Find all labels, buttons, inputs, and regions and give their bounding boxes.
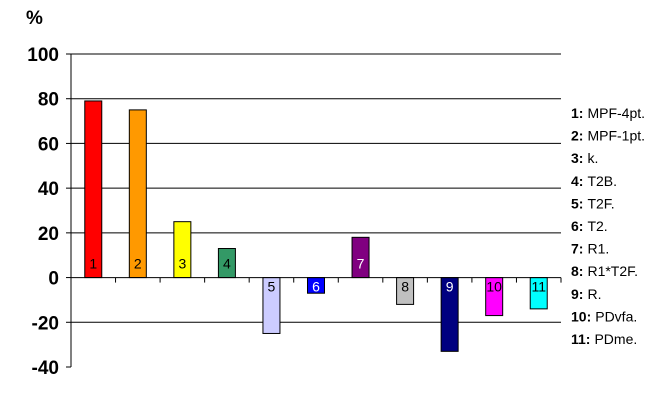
legend-number: 7: [571,241,583,257]
legend-text: R. [587,286,601,302]
bar-2 [128,109,147,279]
y-tick-label: 20 [38,224,59,245]
bar-1 [84,100,103,279]
legend-entry: 2: MPF-1pt. [571,128,645,144]
legend-entry: 9: R. [571,286,601,302]
legend-number: 5: [571,195,583,211]
legend-text: T2B. [587,173,617,189]
legend-entry: 11: PDme. [571,331,637,347]
bar-label-5: 5 [268,279,276,295]
y-tick-label: 100 [27,45,59,66]
legend-entry: 8: R1*T2F. [571,263,638,279]
legend-number: 4: [571,173,583,189]
legend-entry: 10: PDvfa. [571,308,637,324]
y-tick-label: 0 [48,269,59,290]
bar-label-2: 2 [134,256,142,272]
y-tick-label: 80 [38,90,59,111]
bar-label-3: 3 [178,256,186,272]
y-unit-label: % [26,8,43,29]
bar-label-4: 4 [223,256,231,272]
bars [84,100,548,352]
bar-label-6: 6 [312,279,320,295]
legend-text: R1*T2F. [587,263,638,279]
axes [66,53,562,368]
y-tick-labels: -40 -20 0 20 40 60 80 100 [27,45,59,379]
gridlines [71,53,561,323]
bar-label-7: 7 [357,256,365,272]
legend-text: T2F. [587,195,614,211]
legend-number: 3: [571,150,583,166]
bar-label-1: 1 [89,256,97,272]
bar-label-10: 10 [486,279,502,295]
legend-number: 11: [571,331,590,347]
legend-entry: 6: T2. [571,218,608,234]
legend-number: 9: [571,286,583,302]
legend-entry: 5: T2F. [571,195,615,211]
legend-number: 8: [571,263,583,279]
y-tick-label: -40 [32,358,59,379]
legend-text: R1. [587,241,609,257]
legend-text: PDme. [594,331,637,347]
legend: 1: MPF-4pt.2: MPF-1pt.3: k.4: T2B.5: T2F.6: T2… [571,105,645,347]
legend-number: 1: [571,105,583,121]
legend-entry: 4: T2B. [571,173,617,189]
legend-number: 10: [571,308,591,324]
y-tick-label: -20 [32,313,59,334]
bar-label-8: 8 [401,279,409,295]
y-tick-label: 60 [38,134,59,155]
legend-entry: 1: MPF-4pt. [571,105,645,121]
bar-labels: 1 2 3 4 5 6 7 8 9 10 11 [89,256,546,295]
legend-number: 2: [571,128,583,144]
legend-text: T2. [587,218,607,234]
legend-entry: 7: R1. [571,241,609,257]
y-tick-label: 40 [38,179,59,200]
legend-text: PDvfa. [595,308,637,324]
bar-label-9: 9 [446,279,454,295]
legend-text: MPF-1pt. [587,128,645,144]
legend-number: 6: [571,218,583,234]
legend-text: MPF-4pt. [587,105,645,121]
legend-entry: 3: k. [571,150,598,166]
bar-label-11: 11 [531,279,546,295]
legend-text: k. [587,150,598,166]
